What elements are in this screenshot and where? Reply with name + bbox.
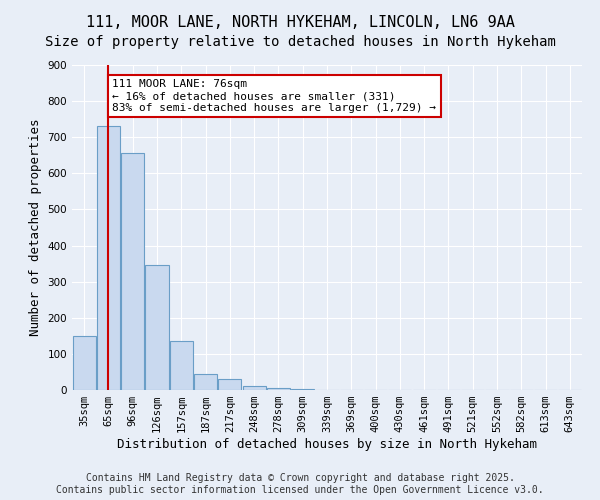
Text: Contains HM Land Registry data © Crown copyright and database right 2025.
Contai: Contains HM Land Registry data © Crown c… — [56, 474, 544, 495]
Bar — [242, 386, 266, 390]
Y-axis label: Number of detached properties: Number of detached properties — [29, 118, 42, 336]
Bar — [194, 374, 217, 390]
Bar — [73, 336, 95, 390]
Bar — [267, 388, 290, 390]
Bar — [170, 341, 193, 390]
Bar — [218, 379, 241, 390]
Bar — [145, 266, 169, 390]
Text: 111 MOOR LANE: 76sqm
← 16% of detached houses are smaller (331)
83% of semi-deta: 111 MOOR LANE: 76sqm ← 16% of detached h… — [112, 80, 436, 112]
Text: 111, MOOR LANE, NORTH HYKEHAM, LINCOLN, LN6 9AA: 111, MOOR LANE, NORTH HYKEHAM, LINCOLN, … — [86, 15, 514, 30]
Text: Size of property relative to detached houses in North Hykeham: Size of property relative to detached ho… — [44, 35, 556, 49]
X-axis label: Distribution of detached houses by size in North Hykeham: Distribution of detached houses by size … — [117, 438, 537, 451]
Bar — [121, 154, 144, 390]
Bar — [291, 389, 314, 390]
Bar — [97, 126, 120, 390]
